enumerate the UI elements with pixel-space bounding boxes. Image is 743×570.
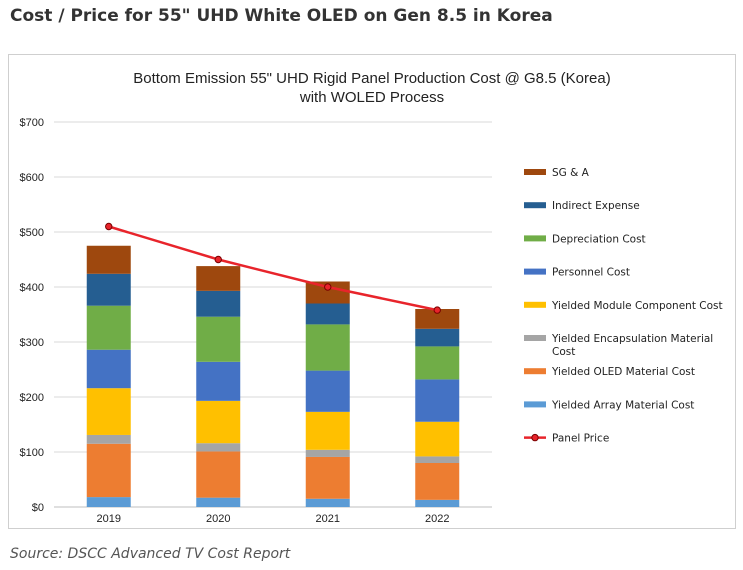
y-tick-label: $500 bbox=[20, 227, 44, 239]
page-heading: Cost / Price for 55" UHD White OLED on G… bbox=[10, 6, 553, 26]
legend-swatch bbox=[524, 335, 546, 341]
y-axis-ticks: $0 $100 $200 $300 $400 $500 $600 $700 bbox=[20, 117, 44, 514]
y-tick-label: $200 bbox=[20, 392, 44, 404]
panel-price-point bbox=[324, 283, 332, 291]
bar-segment bbox=[305, 456, 350, 499]
bar-segment bbox=[415, 499, 460, 507]
legend-swatch bbox=[524, 368, 546, 375]
legend-label: Yielded OLED Material Cost bbox=[551, 366, 695, 378]
legend-swatch bbox=[524, 268, 546, 275]
panel-price-line-group bbox=[105, 222, 441, 314]
legend-swatch bbox=[524, 169, 546, 175]
x-tick-label: 2022 bbox=[425, 513, 449, 525]
legend-label: Personnel Cost bbox=[552, 267, 630, 279]
source-note: Source: DSCC Advanced TV Cost Report bbox=[10, 546, 291, 562]
y-tick-label: $600 bbox=[20, 172, 44, 184]
bar-segment bbox=[415, 309, 460, 329]
bar-segment bbox=[196, 361, 241, 401]
legend-label: Panel Price bbox=[552, 433, 609, 445]
bar-segment bbox=[415, 346, 460, 380]
bar-segment bbox=[415, 456, 460, 463]
bar-segment bbox=[196, 266, 241, 291]
panel-price-point bbox=[214, 255, 222, 264]
legend-label: Depreciation Cost bbox=[552, 233, 646, 245]
chart-title-line-1: Bottom Emission 55" UHD Rigid Panel Prod… bbox=[133, 70, 610, 87]
panel-price-point bbox=[433, 306, 441, 314]
bar-segment bbox=[86, 273, 131, 306]
bar-segment bbox=[305, 303, 350, 325]
panel-price-point bbox=[105, 222, 113, 231]
bar-segment bbox=[86, 349, 131, 389]
bar-segment bbox=[86, 245, 131, 274]
legend-swatch bbox=[524, 401, 546, 408]
bar-segment bbox=[415, 421, 460, 457]
bar-segment bbox=[415, 463, 460, 500]
bar-segment bbox=[86, 497, 131, 507]
y-tick-label: $700 bbox=[20, 117, 44, 129]
x-tick-label: 2019 bbox=[97, 513, 121, 525]
bar-segment bbox=[415, 328, 460, 347]
bar-segment bbox=[415, 379, 460, 422]
bar-segment bbox=[305, 324, 350, 371]
legend-swatch bbox=[524, 202, 546, 209]
bar-segment bbox=[196, 316, 241, 362]
x-axis-ticks: 2019 2020 2021 2022 bbox=[97, 513, 450, 525]
bar-segment bbox=[86, 305, 131, 350]
bar-segment bbox=[196, 451, 241, 498]
y-tick-label: $0 bbox=[32, 502, 44, 514]
bar-segment bbox=[305, 498, 350, 507]
bar-segment bbox=[86, 443, 131, 498]
bar-segment bbox=[86, 388, 131, 435]
x-tick-label: 2020 bbox=[206, 513, 230, 525]
legend-swatch bbox=[524, 235, 546, 242]
legend: SG & A Indirect Expense Depreciation Cost P… bbox=[524, 167, 723, 445]
legend-label: SG & A bbox=[552, 167, 590, 179]
legend-label: Yielded Encapsulation Material Cost bbox=[551, 333, 713, 358]
legend-label: Yielded Array Material Cost bbox=[551, 399, 694, 411]
legend-swatch bbox=[524, 301, 546, 308]
bar-segment bbox=[305, 281, 350, 304]
bar-segment bbox=[196, 290, 241, 317]
y-tick-label: $300 bbox=[20, 337, 44, 349]
bar-segment bbox=[86, 434, 131, 444]
bar-segment bbox=[305, 449, 350, 457]
legend-label: Indirect Expense bbox=[552, 200, 640, 212]
legend-swatch-marker bbox=[531, 433, 539, 442]
bar-segment bbox=[196, 443, 241, 452]
y-tick-label: $400 bbox=[20, 282, 44, 294]
chart-title-line-2: with WOLED Process bbox=[299, 89, 444, 106]
bars-group bbox=[86, 245, 460, 507]
y-tick-label: $100 bbox=[20, 447, 44, 459]
bar-segment bbox=[196, 497, 241, 507]
legend-label: Yielded Module Component Cost bbox=[551, 300, 723, 312]
bar-segment bbox=[305, 411, 350, 450]
x-tick-label: 2021 bbox=[316, 513, 340, 525]
bar-segment bbox=[196, 400, 241, 444]
panel-price-line bbox=[108, 225, 438, 312]
bar-segment bbox=[305, 370, 350, 412]
